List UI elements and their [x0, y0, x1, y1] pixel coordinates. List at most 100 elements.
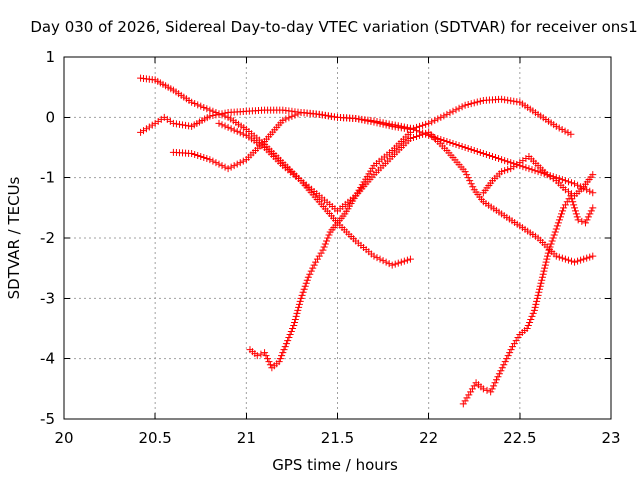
data-point [310, 261, 318, 269]
data-point [540, 170, 548, 178]
data-point [279, 116, 287, 124]
data-point [301, 282, 309, 290]
data-point [449, 139, 457, 147]
data-point [461, 101, 469, 109]
data-point [425, 119, 433, 127]
data-point [551, 228, 559, 236]
data-point [464, 145, 472, 153]
data-point [209, 112, 217, 120]
data-point [564, 129, 572, 137]
data-point [553, 222, 561, 230]
data-point [406, 134, 414, 142]
data-point [382, 121, 390, 129]
data-point [206, 106, 214, 114]
data-point [215, 110, 223, 118]
data-point [473, 98, 481, 106]
data-point [587, 207, 595, 215]
data-point [577, 256, 585, 264]
data-point [236, 129, 244, 137]
data-point [391, 260, 399, 268]
data-point [555, 124, 563, 132]
data-point [148, 121, 156, 129]
data-point [297, 294, 305, 302]
x-tick-label: 22.5 [503, 429, 536, 447]
data-point [532, 300, 540, 308]
data-point [466, 177, 474, 185]
data-point [279, 349, 287, 357]
data-point [490, 382, 498, 390]
data-point [586, 187, 594, 195]
data-point [571, 258, 579, 266]
data-point [545, 246, 553, 254]
data-point [265, 358, 273, 366]
data-point [263, 355, 271, 363]
data-point [555, 216, 563, 224]
data-point [406, 128, 414, 136]
data-point [233, 160, 241, 168]
y-axis-label: SDTVAR / TECUs [5, 176, 23, 299]
data-point [548, 237, 556, 245]
data-point [533, 297, 541, 305]
chart-title: Day 030 of 2026, Sidereal Day-to-day VTE… [30, 18, 637, 36]
data-point [458, 103, 466, 111]
data-point [416, 131, 424, 139]
series-arc-5 [246, 128, 414, 372]
data-point [394, 259, 402, 267]
data-point [373, 119, 381, 127]
data-point [212, 111, 220, 119]
data-point [409, 133, 417, 141]
data-point [419, 121, 427, 129]
data-point [320, 243, 328, 251]
y-tick-label: -4 [40, 350, 55, 368]
data-point [483, 386, 491, 394]
data-point [315, 110, 323, 118]
data-point [461, 144, 469, 151]
data-point [188, 98, 196, 106]
data-point [400, 257, 408, 265]
data-point [221, 109, 229, 117]
y-tick-label: -5 [40, 410, 55, 428]
data-point [172, 120, 180, 128]
data-point [560, 204, 568, 212]
data-point [479, 385, 487, 393]
data-point [361, 116, 369, 124]
data-point [534, 168, 542, 176]
data-point [233, 127, 241, 135]
data-point [569, 198, 577, 206]
data-point [470, 147, 478, 155]
data-point [589, 204, 597, 212]
data-point [531, 167, 539, 175]
data-point [501, 157, 509, 165]
data-point [500, 361, 508, 369]
data-point [501, 167, 509, 175]
data-point [413, 132, 421, 140]
data-point [485, 152, 493, 160]
data-point [324, 112, 332, 120]
data-point [506, 349, 514, 357]
data-point [573, 213, 581, 221]
data-point [315, 252, 323, 260]
ticks: 20 20.5 21 21.5 22 22.5 23 1 0 -1 -2 -3 -4 -5 [40, 48, 621, 447]
data-point [169, 119, 177, 127]
data-point [298, 291, 306, 299]
data-point [358, 116, 366, 124]
data-point [501, 358, 509, 366]
y-tick-label: -3 [40, 289, 55, 307]
data-point [589, 171, 597, 179]
data-point [539, 270, 547, 278]
data-point [529, 309, 537, 317]
data-point [507, 346, 515, 354]
data-point [570, 201, 578, 209]
data-point [522, 164, 530, 172]
data-point [581, 219, 589, 227]
data-point [547, 240, 555, 248]
data-point [437, 113, 445, 121]
data-point [282, 340, 290, 348]
data-point [215, 160, 223, 168]
data-point [546, 243, 554, 251]
data-point [536, 282, 544, 290]
data-point [549, 234, 557, 242]
data-point [289, 325, 297, 332]
data-point [467, 100, 475, 108]
